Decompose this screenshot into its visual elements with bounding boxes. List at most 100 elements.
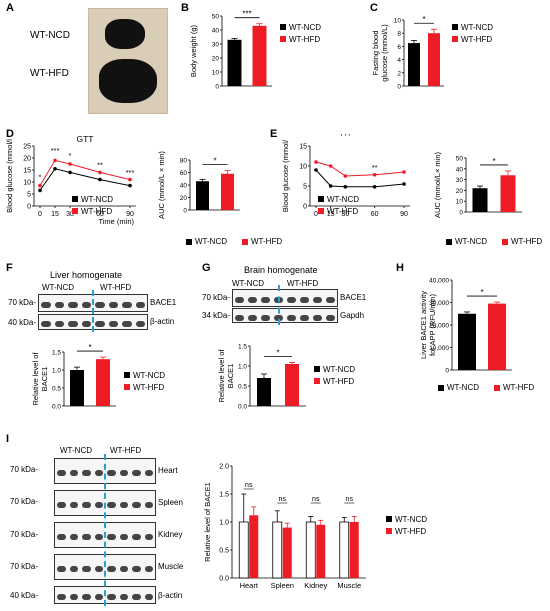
y-tick-label-F: 0.0 xyxy=(52,404,61,411)
legend-swatch-C-1 xyxy=(452,36,458,42)
blot-band xyxy=(95,321,105,328)
x-tick-label-D: 60 xyxy=(96,211,104,218)
y-tick-label-B: 0 xyxy=(215,84,219,91)
bar-C-1 xyxy=(428,33,440,86)
blot-band xyxy=(82,469,91,476)
bar-G-1 xyxy=(285,364,299,406)
blot-band xyxy=(57,565,66,572)
y-tick-label-H: 40,000 xyxy=(429,278,449,285)
y-label-H: Liver BACE1 activity xyxy=(419,291,428,359)
bar-I-3-0 xyxy=(339,521,350,579)
y-tick-label-F: 1.5 xyxy=(52,350,61,357)
ns-label-I-0: ns xyxy=(245,482,253,489)
blot-band xyxy=(94,565,103,572)
ns-label-I-2: ns xyxy=(312,496,320,503)
blot-i-divider xyxy=(104,454,106,606)
legend-swatch-E-0 xyxy=(318,196,324,202)
legend-label-D2-0: WT-NCD xyxy=(195,237,227,246)
mouse-photo xyxy=(88,8,168,114)
blot-band xyxy=(132,594,141,601)
bar-I-2-1 xyxy=(316,524,326,578)
legend-label-D2-1: WT-HFD xyxy=(251,237,282,246)
blot-band xyxy=(54,302,64,309)
legend-label-F-1: WT-HFD xyxy=(133,383,164,392)
blot-band xyxy=(144,533,153,540)
data-point-D-1 xyxy=(53,158,57,163)
bar-I-3-1 xyxy=(349,522,359,578)
sig-mark-B: *** xyxy=(242,10,251,19)
y-label-H: for APP (RFU/min) xyxy=(428,294,437,356)
panel-letter-e: E xyxy=(270,128,278,140)
data-point-D-1 xyxy=(68,162,72,166)
legend-swatch-B-1 xyxy=(280,36,286,42)
y-tick-label-B: 20 xyxy=(212,56,220,63)
legend-swatch-D2-0 xyxy=(186,239,192,245)
blot-band xyxy=(69,533,78,540)
bar-B-0 xyxy=(227,39,242,86)
blot-band xyxy=(82,501,91,508)
blot-g-title: Brain homogenate xyxy=(244,265,318,275)
data-point-D-0 xyxy=(53,167,57,171)
blot-g-group-ncd: WT-NCD xyxy=(232,279,264,288)
bar-G-0 xyxy=(257,378,271,406)
ns-label-I-1: ns xyxy=(279,496,287,503)
blot-band xyxy=(122,302,132,309)
y-tick-label-D2: 80 xyxy=(180,158,188,165)
y-label-F: BACE1 xyxy=(40,367,49,392)
legend-label-H-0: WT-NCD xyxy=(447,383,479,392)
blot-band xyxy=(107,469,116,476)
y-tick-label-E2: 10 xyxy=(456,199,464,206)
bar-E2-0 xyxy=(472,188,488,212)
blot-i-tissue-4: Muscle xyxy=(158,562,184,571)
legend-label-G-0: WT-NCD xyxy=(323,365,355,374)
y-tick-label-E: 10 xyxy=(299,164,307,171)
y-label-D: Blood glucose (mmol/l xyxy=(5,139,14,213)
y-tick-label-E2: 30 xyxy=(456,177,464,184)
blot-band xyxy=(144,565,153,572)
legend-label-E2-0: WT-NCD xyxy=(455,237,487,246)
blot-band xyxy=(108,302,118,309)
blot-band xyxy=(57,594,66,601)
y-tick-label-G: 1.5 xyxy=(238,344,247,351)
legend-label-F-0: WT-NCD xyxy=(133,371,165,380)
y-tick-label-C: 0 xyxy=(397,84,401,91)
x-tick-label-E: 15 xyxy=(327,211,335,218)
blot-band xyxy=(94,469,103,476)
y-tick-label-B: 30 xyxy=(212,42,220,49)
data-point-D-1 xyxy=(128,177,132,182)
legend-label-B-0: WT-NCD xyxy=(289,23,321,32)
legend-label-D-1: WT-HFD xyxy=(81,207,112,216)
blot-i-kda-1: 70 kDa- xyxy=(10,465,39,474)
blot-band xyxy=(41,302,51,309)
y-tick-label-D: 5 xyxy=(27,192,31,199)
y-tick-label-I: 2.0 xyxy=(219,464,229,471)
bar-H-1 xyxy=(488,303,506,370)
blot-band xyxy=(57,533,66,540)
legend-swatch-H-0 xyxy=(438,385,444,391)
x-tick-label-I-2: Kidney xyxy=(304,581,327,590)
y-tick-label-E2: 0 xyxy=(459,210,463,217)
legend-swatch-B-0 xyxy=(280,24,286,30)
x-tick-label-E: 0 xyxy=(314,211,318,218)
legend-swatch-C-0 xyxy=(452,24,458,30)
x-tick-label-E: 60 xyxy=(371,211,379,218)
blot-band xyxy=(119,469,128,476)
legend-label-G-1: WT-HFD xyxy=(323,377,354,386)
mouse-hfd xyxy=(99,59,157,103)
x-tick-label-E: 90 xyxy=(400,211,408,218)
blot-g-bace1 xyxy=(232,289,338,307)
y-tick-label-D: 15 xyxy=(23,168,31,175)
x-tick-label-E: 30 xyxy=(341,211,349,218)
y-tick-label-E: 0 xyxy=(303,204,307,211)
y-label-B: Body weight (g) xyxy=(189,24,198,77)
bar-F-0 xyxy=(70,370,84,406)
blot-band xyxy=(107,565,116,572)
bar-B-1 xyxy=(252,25,267,86)
y-tick-label-I: 1.5 xyxy=(219,492,229,499)
blot-g-kda-2: 34 kDa- xyxy=(202,311,231,320)
legend-label-I-1: WT-HFD xyxy=(395,527,426,536)
y-tick-label-D: 25 xyxy=(23,144,31,151)
sig-mark-E-0: ** xyxy=(372,163,378,172)
legend-swatch-G-1 xyxy=(314,378,320,384)
